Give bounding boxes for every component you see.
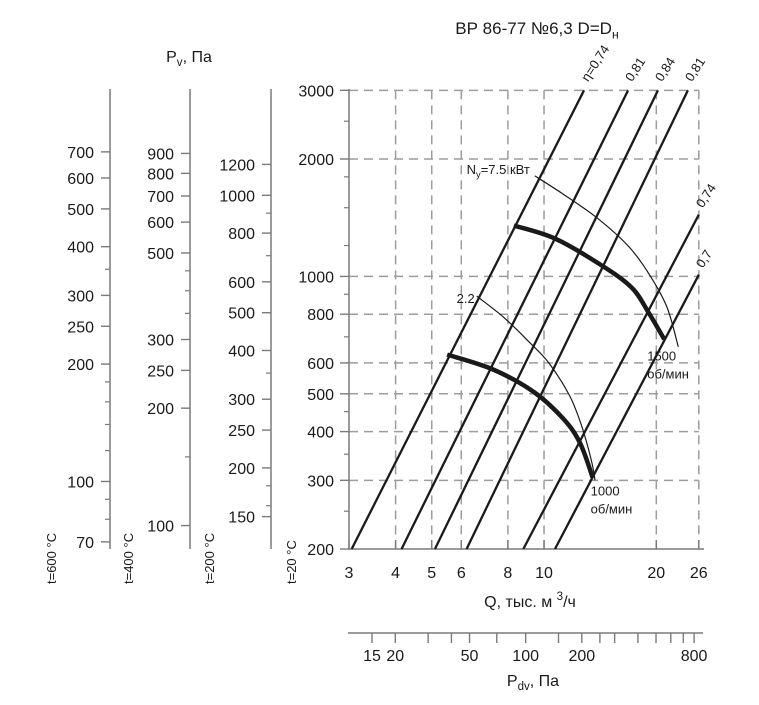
pdv-axis-tick-label: 20 bbox=[386, 648, 404, 665]
pv-axis-title: Pv, Па bbox=[166, 49, 212, 69]
fan-curve-rpm-label: об/мин bbox=[591, 502, 633, 517]
side-scale-tick-label: 800 bbox=[228, 226, 255, 243]
efficiency-line bbox=[400, 89, 630, 550]
efficiency-line bbox=[522, 214, 700, 550]
efficiency-label: 0,81 bbox=[682, 55, 708, 84]
fan-curve-rpm-label: 1500 bbox=[647, 348, 676, 363]
side-scale-tick-label: 1000 bbox=[219, 188, 255, 205]
side-scale-tick-label: 700 bbox=[67, 145, 94, 162]
pv-axis-tick-label: 2000 bbox=[298, 152, 334, 169]
side-scale-tick-label: 400 bbox=[228, 343, 255, 360]
efficiency-label: 0,81 bbox=[622, 55, 648, 84]
efficiency-line bbox=[465, 89, 689, 550]
power-curve-label: Nу=7.5 кВт bbox=[467, 162, 530, 179]
fan-curve bbox=[513, 223, 667, 341]
side-scale-tick-label: 400 bbox=[67, 240, 94, 257]
side-scale-tick-label: 100 bbox=[147, 519, 174, 536]
pdv-axis-tick-label: 100 bbox=[512, 648, 539, 665]
side-scale-tick-label: 200 bbox=[147, 401, 174, 418]
side-scale-tick-label: 300 bbox=[67, 288, 94, 305]
q-axis-title: Q, тыс. м 3/ч bbox=[484, 591, 576, 611]
pdv-axis-tick-label: 800 bbox=[681, 648, 708, 665]
side-scale-tick-label: 150 bbox=[228, 510, 255, 527]
efficiency-line bbox=[350, 89, 586, 550]
side-scale-tick-label: 250 bbox=[147, 363, 174, 380]
q-axis-tick-label: 6 bbox=[457, 565, 466, 582]
pv-axis-tick-label: 1000 bbox=[298, 269, 334, 286]
efficiency-line bbox=[433, 89, 659, 550]
pv-axis-tick-label: 400 bbox=[307, 425, 334, 442]
pv-axis-tick-label: 600 bbox=[307, 356, 334, 373]
temperature-scale-label: t=20 °C bbox=[284, 540, 299, 584]
side-scale-tick-label: 300 bbox=[228, 392, 255, 409]
pv-axis-tick-label: 500 bbox=[307, 387, 334, 404]
side-scale-tick-label: 70 bbox=[76, 535, 94, 552]
side-scale-tick-label: 600 bbox=[147, 215, 174, 232]
fan-curve-rpm-label: об/мин bbox=[647, 366, 689, 381]
side-scale-tick-label: 250 bbox=[228, 423, 255, 440]
side-scale-tick-label: 500 bbox=[67, 202, 94, 219]
side-scale-tick-label: 600 bbox=[228, 275, 255, 292]
side-scale-tick-label: 100 bbox=[67, 474, 94, 491]
fan-curve bbox=[446, 352, 595, 479]
q-axis-tick-label: 8 bbox=[503, 565, 512, 582]
side-scale-tick-label: 1200 bbox=[219, 157, 255, 174]
side-scale-tick-label: 600 bbox=[67, 171, 94, 188]
side-scale-tick-label: 700 bbox=[147, 189, 174, 206]
efficiency-line bbox=[553, 274, 700, 550]
q-axis-tick-label: 5 bbox=[427, 565, 436, 582]
side-scale-tick-label: 500 bbox=[228, 306, 255, 323]
pv-axis-tick-label: 800 bbox=[307, 307, 334, 324]
q-axis-tick-label: 20 bbox=[647, 565, 665, 582]
q-axis-tick-label: 10 bbox=[535, 565, 553, 582]
fan-curve-rpm-label: 1000 bbox=[591, 484, 620, 499]
side-scale-tick-label: 250 bbox=[67, 319, 94, 336]
chart-title: ВР 86-77 №6,3 D=Dн bbox=[455, 19, 618, 41]
pdv-axis-tick-label: 200 bbox=[568, 648, 595, 665]
pv-axis-tick-label: 200 bbox=[307, 542, 334, 559]
q-axis-tick-label: 26 bbox=[690, 565, 708, 582]
power-curve bbox=[476, 295, 596, 481]
efficiency-label: 0,7 bbox=[693, 247, 715, 270]
efficiency-label: 0,84 bbox=[652, 55, 678, 84]
power-curve bbox=[534, 175, 679, 347]
pdv-axis-tick-label: 50 bbox=[461, 648, 479, 665]
power-curve-label: 2.2 bbox=[457, 291, 475, 306]
side-scale-tick-label: 900 bbox=[147, 146, 174, 163]
q-axis-tick-label: 4 bbox=[391, 565, 400, 582]
pdv-axis-tick-label: 15 bbox=[363, 648, 381, 665]
pv-axis-tick-label: 3000 bbox=[298, 83, 334, 100]
temperature-scale-label: t=200 °C bbox=[202, 533, 217, 584]
side-scale-tick-label: 800 bbox=[147, 166, 174, 183]
side-scale-tick-label: 200 bbox=[228, 461, 255, 478]
q-axis-tick-label: 3 bbox=[345, 565, 354, 582]
side-scale-tick-label: 500 bbox=[147, 246, 174, 263]
temperature-scale-label: t=400 °C bbox=[121, 533, 136, 584]
side-scale-tick-label: 200 bbox=[67, 357, 94, 374]
side-scale-tick-label: 300 bbox=[147, 332, 174, 349]
temperature-scale-label: t=600 °C bbox=[44, 533, 59, 584]
efficiency-label: η=0,74 bbox=[578, 42, 612, 84]
efficiency-label: 0,74 bbox=[693, 181, 719, 210]
pv-axis-tick-label: 300 bbox=[307, 473, 334, 490]
pdv-axis-title: Pdv, Па bbox=[507, 673, 559, 693]
